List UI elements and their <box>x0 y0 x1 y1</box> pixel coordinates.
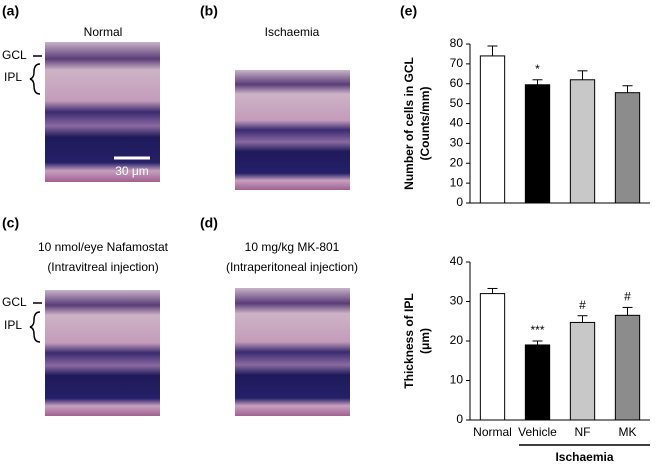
x-tick-label: NF <box>575 425 591 439</box>
significance-mark: * <box>535 62 540 76</box>
panel-label: (e) <box>400 3 417 19</box>
bar <box>569 79 596 204</box>
histology-image <box>45 290 160 416</box>
panel-label: (c) <box>2 215 19 231</box>
bar <box>614 314 641 421</box>
bar <box>524 84 551 204</box>
layer-label: GCL <box>2 295 27 309</box>
significance-mark: # <box>624 290 631 304</box>
y-tick-label: 10 <box>450 175 464 189</box>
bar <box>479 55 506 204</box>
y-tick-label: 0 <box>456 195 463 209</box>
panel-caption: 10 mg/kg MK-801 <box>245 240 340 254</box>
layer-label: GCL <box>2 48 27 62</box>
y-tick-label: 0 <box>456 412 463 426</box>
panel-caption: Ischaemia <box>265 25 320 39</box>
panel-caption: 10 nmol/eye Nafamostat <box>38 240 169 254</box>
y-tick-label: 70 <box>450 56 464 70</box>
panel-label: (b) <box>200 3 218 19</box>
y-axis-title: (Counts/mm) <box>418 87 432 161</box>
panel-label: (d) <box>200 215 218 231</box>
panel-caption: (Intraperitoneal injection) <box>226 260 358 274</box>
histology-image <box>235 288 350 416</box>
y-tick-label: 40 <box>450 254 464 268</box>
panel-caption: Normal <box>84 25 123 39</box>
y-tick-label: 60 <box>450 76 464 90</box>
y-axis-title: (μm) <box>418 328 432 354</box>
y-tick-label: 80 <box>450 36 464 50</box>
y-axis-title: Thickness of IPL <box>402 293 416 388</box>
panel-caption: (Intravitreal injection) <box>47 260 158 274</box>
y-tick-label: 20 <box>450 155 464 169</box>
x-tick-label: Normal <box>473 425 512 439</box>
bar <box>524 344 551 421</box>
significance-mark: # <box>579 298 586 312</box>
bar <box>614 92 641 204</box>
x-tick-label: MK <box>619 425 637 439</box>
y-tick-label: 30 <box>450 294 464 308</box>
group-label: Ischaemia <box>555 450 613 464</box>
y-axis-title: Number of cells in GCL <box>402 57 416 190</box>
histology-image <box>235 70 350 190</box>
significance-mark: *** <box>530 323 544 337</box>
y-tick-label: 10 <box>450 373 464 387</box>
panel-label: (a) <box>2 3 19 19</box>
histology-image <box>45 42 160 182</box>
y-tick-label: 30 <box>450 136 464 150</box>
layer-brace <box>29 63 41 95</box>
bar <box>569 321 596 421</box>
y-tick-label: 20 <box>450 333 464 347</box>
layer-label: IPL <box>4 70 22 84</box>
layer-label: IPL <box>4 318 22 332</box>
y-tick-label: 50 <box>450 96 464 110</box>
x-tick-label: Vehicle <box>518 425 557 439</box>
layer-brace <box>29 311 41 343</box>
bar <box>479 293 506 421</box>
y-tick-label: 40 <box>450 116 464 130</box>
scale-bar-label: 30 μm <box>115 164 149 178</box>
